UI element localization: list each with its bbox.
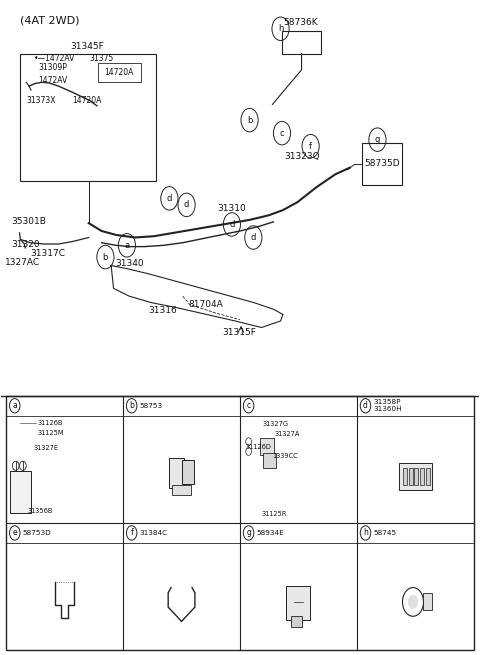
Text: b: b	[103, 253, 108, 261]
Text: 31323Q: 31323Q	[284, 152, 320, 161]
FancyBboxPatch shape	[403, 468, 407, 485]
Text: 31345F: 31345F	[71, 42, 104, 51]
FancyBboxPatch shape	[10, 471, 31, 513]
Text: 31384C: 31384C	[139, 530, 168, 536]
FancyBboxPatch shape	[426, 468, 430, 485]
Text: 81704A: 81704A	[189, 299, 223, 309]
Text: 31309P: 31309P	[38, 64, 68, 73]
Text: d: d	[229, 220, 235, 229]
Text: e: e	[12, 529, 17, 538]
Text: d: d	[363, 402, 368, 410]
Text: a: a	[12, 402, 17, 410]
Text: h: h	[363, 529, 368, 538]
Text: d: d	[251, 233, 256, 242]
Text: c: c	[280, 128, 284, 138]
Text: a: a	[124, 241, 130, 250]
Text: 31315F: 31315F	[222, 328, 256, 337]
FancyBboxPatch shape	[168, 458, 184, 488]
Text: 1327AC: 1327AC	[5, 258, 40, 267]
Text: 58735D: 58735D	[364, 159, 399, 168]
Text: 58753D: 58753D	[23, 530, 51, 536]
Text: 31125M: 31125M	[37, 430, 64, 436]
Text: 35301B: 35301B	[11, 217, 46, 226]
Text: 31316: 31316	[148, 306, 177, 315]
Text: 31356B: 31356B	[28, 508, 53, 514]
Text: b: b	[247, 115, 252, 124]
Text: 31358P
31360H: 31358P 31360H	[373, 400, 402, 412]
Text: 58736K: 58736K	[284, 18, 318, 28]
Text: 1472AV: 1472AV	[38, 77, 68, 85]
Text: 31320: 31320	[11, 240, 39, 248]
Circle shape	[408, 595, 418, 608]
Text: h: h	[278, 24, 283, 33]
Text: g: g	[246, 529, 251, 538]
FancyBboxPatch shape	[172, 485, 191, 495]
Text: 31126D: 31126D	[246, 444, 272, 450]
Text: 58745: 58745	[373, 530, 396, 536]
FancyBboxPatch shape	[264, 453, 276, 468]
Text: 31327G: 31327G	[263, 421, 289, 427]
FancyBboxPatch shape	[420, 468, 424, 485]
Text: 31340: 31340	[115, 259, 144, 268]
Text: b: b	[129, 402, 134, 410]
Text: 31375: 31375	[90, 54, 114, 64]
Text: 14720A: 14720A	[105, 68, 134, 77]
Text: f: f	[130, 529, 133, 538]
FancyBboxPatch shape	[414, 468, 418, 485]
Text: 31125R: 31125R	[262, 511, 287, 517]
FancyBboxPatch shape	[422, 593, 432, 610]
Text: 31373X: 31373X	[26, 96, 56, 105]
FancyBboxPatch shape	[399, 463, 432, 491]
Text: 58934E: 58934E	[256, 530, 284, 536]
Text: 31327A: 31327A	[275, 431, 300, 437]
FancyBboxPatch shape	[408, 468, 412, 485]
FancyBboxPatch shape	[286, 586, 311, 620]
Text: d: d	[184, 200, 189, 210]
Text: 31126B: 31126B	[37, 421, 62, 426]
Text: 14720A: 14720A	[72, 96, 101, 105]
Text: g: g	[375, 135, 380, 144]
FancyBboxPatch shape	[291, 616, 302, 627]
Text: 31317C: 31317C	[30, 249, 65, 257]
FancyBboxPatch shape	[182, 460, 194, 484]
Text: •—1472AV: •—1472AV	[34, 54, 75, 64]
Text: 1339CC: 1339CC	[273, 453, 298, 459]
Text: 31310: 31310	[217, 204, 246, 213]
Text: c: c	[247, 402, 251, 410]
Text: (4AT 2WD): (4AT 2WD)	[21, 16, 80, 26]
Text: 31327E: 31327E	[34, 445, 59, 451]
Text: d: d	[167, 194, 172, 203]
Text: 58753: 58753	[139, 403, 162, 409]
FancyBboxPatch shape	[260, 438, 274, 455]
Text: f: f	[309, 141, 312, 151]
